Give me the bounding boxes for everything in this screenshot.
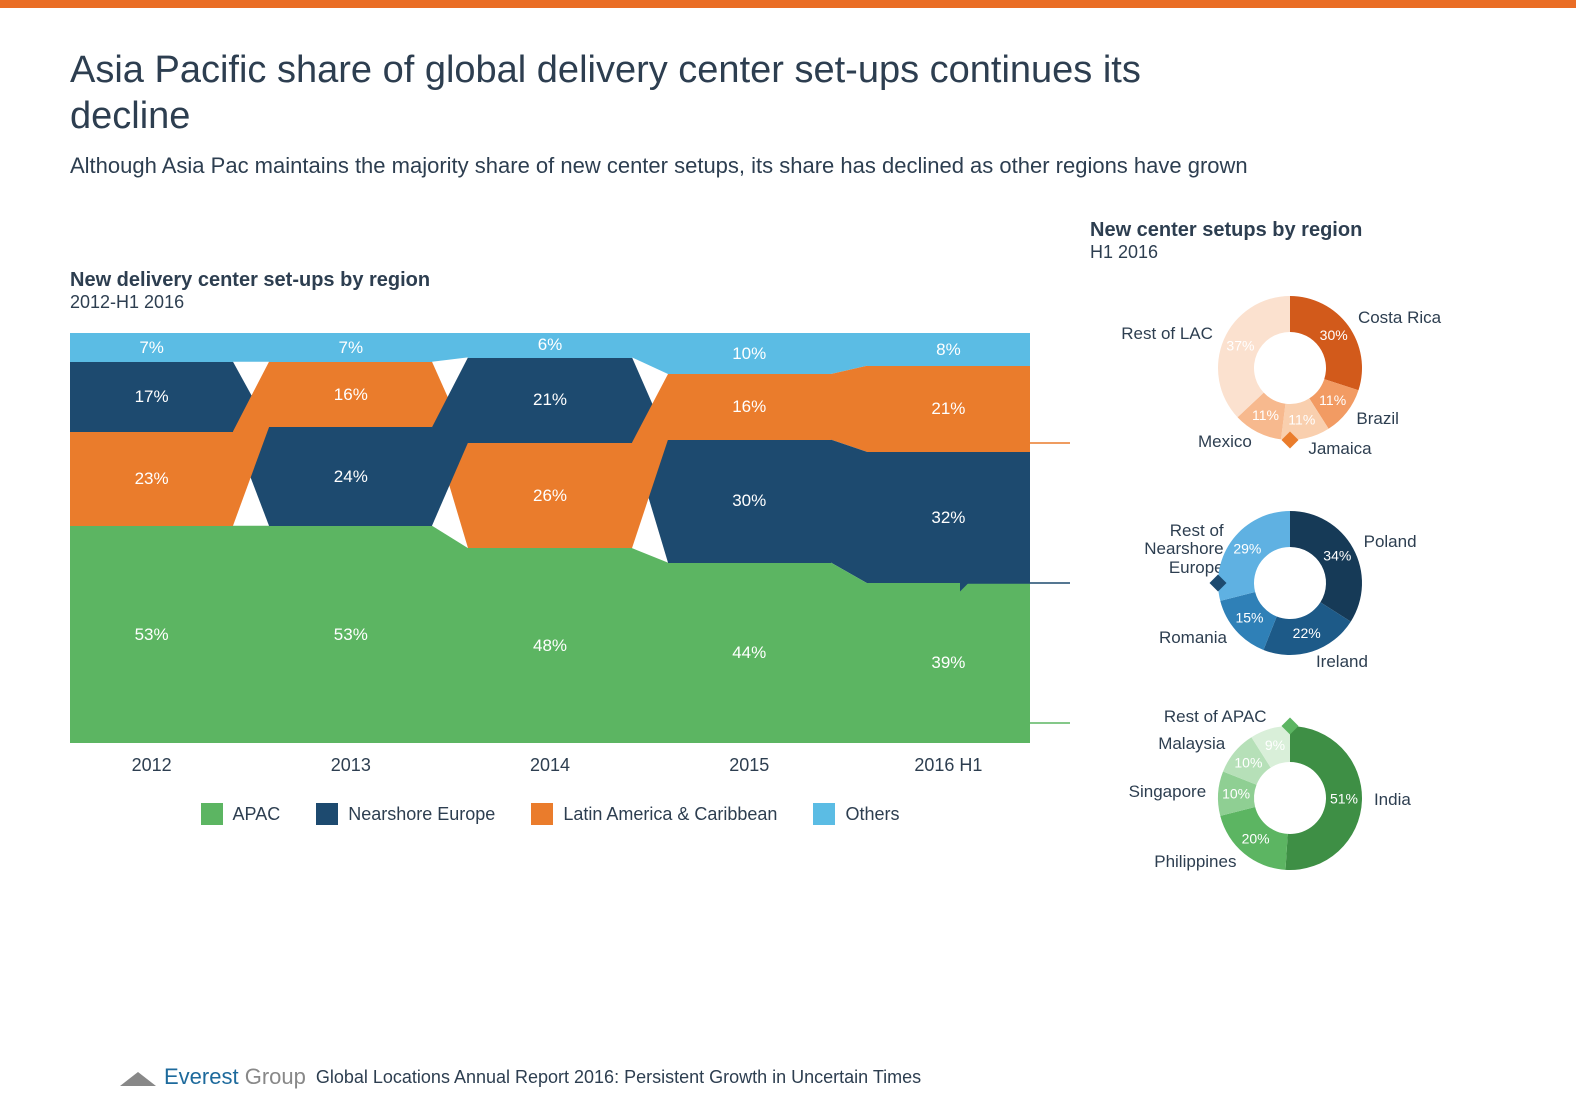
stacked-column: 7%17%23%53%2012 [70, 333, 233, 743]
stacked-subtitle: 2012-H1 2016 [70, 292, 1030, 313]
chart-area: New delivery center set-ups by region 20… [70, 269, 1506, 825]
x-axis-label: 2015 [668, 743, 831, 776]
page-subtitle: Although Asia Pac maintains the majority… [70, 153, 1506, 179]
accent-bar [0, 0, 1576, 8]
segment-nearshore: 17% [70, 362, 233, 432]
svg-text:10%: 10% [1234, 754, 1262, 770]
x-axis-label: 2014 [468, 743, 631, 776]
stacked-columns: 7%17%23%53%20127%16%24%53%20136%21%26%48… [70, 333, 1030, 743]
legend-item-apac: APAC [201, 803, 281, 825]
stacked-column: 7%16%24%53%2013 [269, 333, 432, 743]
donut-svg: 30%11%11%11%37% [1090, 273, 1570, 488]
svg-text:11%: 11% [1319, 392, 1346, 408]
stacked-column: 6%21%26%48%2014 [468, 333, 631, 743]
svg-text:37%: 37% [1226, 337, 1254, 353]
stacked-chart: New delivery center set-ups by region 20… [70, 269, 1030, 825]
column-bridge [831, 333, 867, 743]
column-bridge [632, 333, 668, 743]
svg-text:10%: 10% [1222, 785, 1250, 801]
segment-apac: 53% [70, 526, 233, 743]
segment-nearshore: 30% [668, 440, 831, 563]
footer-text: Global Locations Annual Report 2016: Per… [316, 1067, 921, 1088]
segment-others: 7% [70, 333, 233, 362]
svg-text:34%: 34% [1323, 548, 1351, 564]
legend-swatch [813, 803, 835, 825]
legend-swatch [316, 803, 338, 825]
svg-text:11%: 11% [1252, 407, 1279, 423]
svg-text:51%: 51% [1330, 791, 1358, 807]
brand-logo: Everest Group [164, 1064, 306, 1090]
legend-label: APAC [233, 804, 281, 825]
legend-swatch [201, 803, 223, 825]
donut-apac: IndiaPhilippinesSingaporeMalaysiaRest of… [1090, 703, 1570, 918]
legend-label: Others [845, 804, 899, 825]
brand-a: Everest [164, 1064, 239, 1089]
segment-nearshore: 24% [269, 427, 432, 525]
page-container: Asia Pacific share of global delivery ce… [0, 8, 1576, 845]
segment-apac: 48% [468, 548, 631, 743]
svg-text:15%: 15% [1235, 610, 1263, 626]
segment-nearshore: 21% [468, 358, 631, 443]
column-bridge [233, 333, 269, 743]
svg-text:11%: 11% [1288, 412, 1315, 428]
x-axis-label: 2013 [269, 743, 432, 776]
donut-slice [1218, 296, 1290, 417]
legend-item-others: Others [813, 803, 899, 825]
segment-lac: 16% [269, 362, 432, 428]
x-axis-label: 2012 [70, 743, 233, 776]
donuts-title: New center setups by region [1090, 219, 1570, 242]
footer: Everest Group Global Locations Annual Re… [120, 1064, 921, 1090]
brand-b: Group [239, 1064, 306, 1089]
logo-roof-icon [120, 1068, 156, 1086]
donuts-area: New center setups by region H1 2016 Cost… [1090, 219, 1570, 918]
page-title: Asia Pacific share of global delivery ce… [70, 48, 1170, 139]
donuts-subtitle: H1 2016 [1090, 242, 1570, 263]
segment-lac: 16% [668, 374, 831, 440]
segment-lac: 23% [70, 432, 233, 526]
stacked-title: New delivery center set-ups by region [70, 269, 1030, 292]
legend-label: Nearshore Europe [348, 804, 495, 825]
svg-text:9%: 9% [1265, 737, 1285, 753]
legend: APAC Nearshore Europe Latin America & Cari… [70, 803, 1030, 825]
donut-lac: Costa RicaBrazilJamaicaMexicoRest of LAC… [1090, 273, 1570, 488]
stacked-column: 10%16%30%44%2015 [668, 333, 831, 743]
segment-apac: 44% [668, 563, 831, 743]
donut-slice [1290, 511, 1362, 622]
segment-lac: 26% [468, 443, 631, 549]
segment-others: 7% [269, 333, 432, 362]
legend-item-lac: Latin America & Caribbean [531, 803, 777, 825]
donut-nearshore: PolandIrelandRomaniaRest of Nearshore Eu… [1090, 488, 1570, 703]
donut-svg: 51%20%10%10%9% [1090, 703, 1570, 918]
donut-slice [1290, 296, 1362, 390]
donut-svg: 34% 22% 15% 29% [1090, 488, 1570, 703]
svg-text:30%: 30% [1320, 327, 1348, 343]
svg-text:20%: 20% [1242, 830, 1270, 846]
segment-others: 10% [668, 333, 831, 374]
legend-label: Latin America & Caribbean [563, 804, 777, 825]
svg-text:29%: 29% [1233, 541, 1261, 557]
svg-text:22%: 22% [1293, 625, 1321, 641]
segment-apac: 53% [269, 526, 432, 743]
segment-others: 6% [468, 333, 631, 357]
legend-swatch [531, 803, 553, 825]
legend-item-nearshore: Nearshore Europe [316, 803, 495, 825]
column-bridge [432, 333, 468, 743]
